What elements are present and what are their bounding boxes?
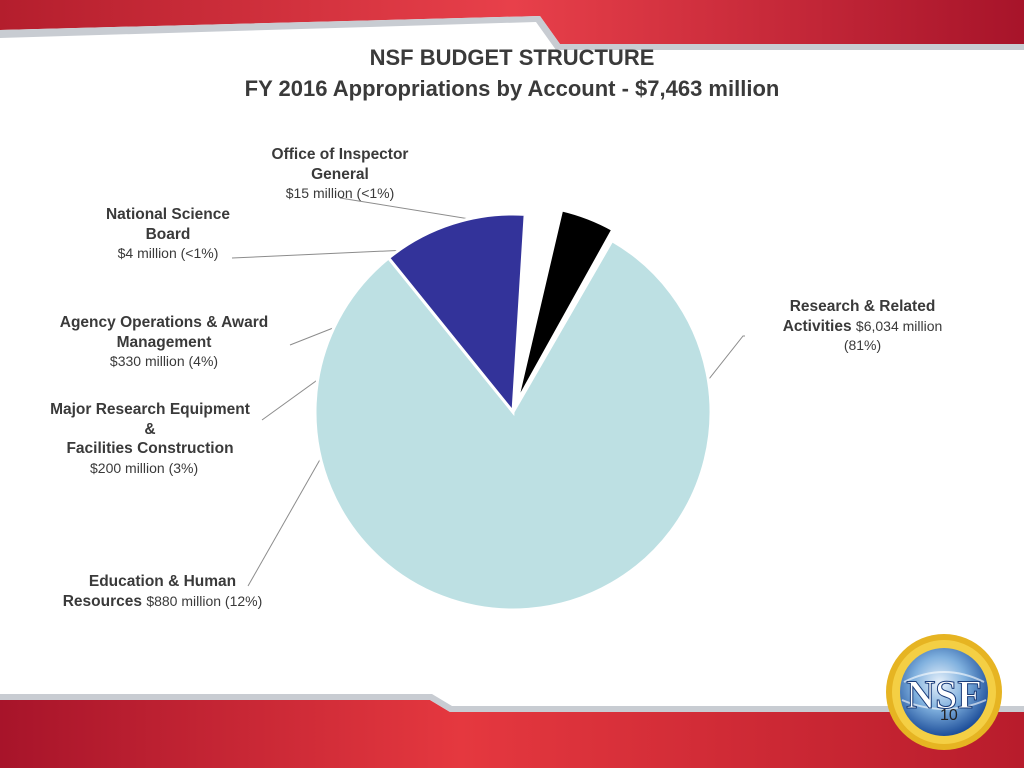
label-agency-operations: Agency Operations & Award Management $33… [40,313,288,372]
title-line-2: FY 2016 Appropriations by Account - $7,4… [244,76,780,101]
label-aoam-name-2: Management [116,333,212,351]
top-red-band [0,0,1024,44]
label-oig-name-1: Office of Inspector [271,146,409,163]
nsf-logo: NSF [886,634,1002,750]
pie-slices [313,202,713,612]
label-mrefc-name-1: Major Research Equipment [50,401,250,418]
label-aoam-amount: $330 million (4%) [109,353,219,369]
label-nsb-name-1: National Science [105,206,231,223]
label-rra-amount: $6,034 million [855,317,943,334]
label-nsb-amount: $4 million (<1%) [117,245,219,261]
bottom-silver-stripe [0,694,1024,712]
label-mrefc-amount: $200 million (3%) [90,459,199,476]
label-research-related-activities: Research & Related Activities $6,034 mil… [765,297,960,356]
label-rra-name-1: Research & Related [789,298,936,315]
label-ehr-name-2: Resources [62,592,142,610]
label-national-science-board: National Science Board $4 million (<1%) [88,205,248,264]
label-ehr-amount: $880 million (12%) [146,592,263,609]
label-rra-name-2: Activities [782,317,852,335]
label-education-human-resources: Education & Human Resources $880 million… [40,572,285,611]
bottom-red-band [0,700,1024,768]
label-aoam-name-1: Agency Operations & Award [59,314,269,331]
slide-title: NSF BUDGET STRUCTURE FY 2016 Appropriati… [0,42,1024,104]
svg-text:NSF: NSF [906,672,982,717]
pie-slice-education-human-resources [386,212,527,416]
label-oig-name-2: General [311,165,369,183]
title-line-1: NSF BUDGET STRUCTURE [369,45,655,70]
label-mrefc-name-2: & [144,420,156,438]
pie-slice-major-research-equipment [512,202,562,403]
pie-slice-office-of-inspector-general [516,228,619,405]
page-number: 10 [940,707,958,724]
label-ehr-name-1: Education & Human [88,573,237,590]
label-rra-percent: (81%) [843,337,882,353]
label-oig-amount: $15 million (<1%) [285,185,395,201]
label-major-research-equipment: Major Research Equipment & Facilities Co… [30,400,270,478]
label-nsb-name-2: Board [145,225,191,243]
label-office-of-inspector-general: Office of Inspector General $15 million … [255,145,425,204]
pie-slice-research-related-activities [313,238,713,612]
label-mrefc-name-3: Facilities Construction [66,440,234,457]
top-silver-stripe [0,16,1024,50]
